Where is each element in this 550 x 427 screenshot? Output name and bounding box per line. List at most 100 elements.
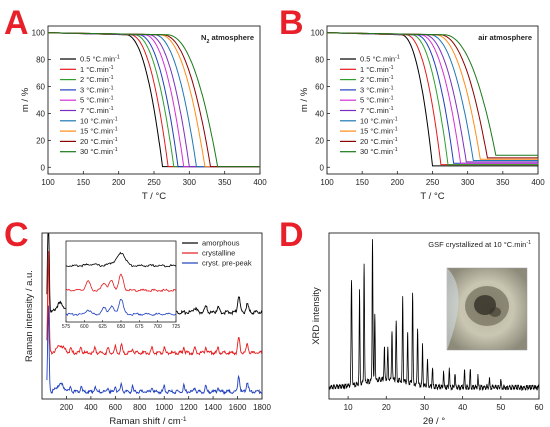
x-tick-label: 200	[391, 178, 405, 187]
x-tick-label: 300	[461, 178, 475, 187]
xrd-pattern	[328, 239, 540, 392]
legend-entry: cryst. pre-peak	[202, 259, 252, 268]
y-tick-label: 40	[315, 109, 324, 118]
x-axis-label: Raman shift / cm-1	[109, 416, 186, 427]
x-tick-label: 150	[77, 178, 91, 187]
x-tick-label: 20	[382, 403, 391, 412]
inset-x-tick-label: 600	[80, 324, 89, 330]
atmosphere-label: N2 atmosphere	[201, 33, 254, 45]
y-tick-label: 0	[320, 163, 325, 172]
x-tick-label: 100	[41, 178, 55, 187]
x-tick-label: 100	[320, 178, 334, 187]
inset-spectrum	[65, 273, 177, 293]
legend-entry: 1 °C.min-1	[360, 65, 394, 74]
panel-letter-a: A	[4, 4, 29, 42]
legend-entry: 30 °C.min-1	[80, 147, 118, 156]
y-tick-label: 60	[36, 83, 45, 92]
inset-frame	[65, 240, 177, 323]
panel-c-raman: 200 400 600 800 1000 1200 1400 1600 1800 Raman sh…	[24, 232, 271, 427]
legend-entry: amorphous	[202, 239, 240, 248]
x-tick-label: 300	[183, 178, 197, 187]
y-tick-label: 60	[315, 83, 324, 92]
legend-entry: 0.5 °C.min-1	[80, 55, 120, 64]
y-tick-label: 20	[315, 136, 324, 145]
tga-curve	[48, 32, 260, 168]
x-axis-label: T / °C	[420, 191, 444, 202]
panel-letter-b: B	[279, 4, 304, 42]
panel-b-tga-air: 100 150 200 250 300 350 400 0 20 40 60 80 100 T / °C m…	[299, 25, 545, 202]
inset-x-tick-label: 700	[153, 324, 162, 330]
x-tick-label: 350	[496, 178, 510, 187]
x-tick-label: 200	[112, 178, 126, 187]
legend-entry: 7 °C.min-1	[360, 106, 394, 115]
legend-entry: 15 °C.min-1	[360, 127, 398, 136]
inset-spectrum	[65, 251, 177, 268]
panel-letter-d: D	[279, 216, 304, 254]
x-tick-label: 1200	[180, 403, 198, 412]
plot-frame	[41, 232, 263, 400]
panel-a-tga-n2: 100 150 200 250 300 350 400 0 20 40 60 80 100 T / °C m…	[20, 25, 267, 202]
legend-entry: 10 °C.min-1	[360, 116, 398, 125]
x-tick-label: 50	[496, 403, 505, 412]
atmosphere-label: air atmosphere	[478, 33, 532, 42]
y-axis-label: XRD intensity	[311, 287, 322, 345]
legend-entry: 20 °C.min-1	[360, 137, 398, 146]
y-tick-label: 80	[315, 56, 324, 65]
x-tick-label: 1600	[229, 403, 247, 412]
y-tick-label: 100	[311, 29, 325, 38]
y-tick-label: 40	[36, 109, 45, 118]
x-tick-label: 30	[420, 403, 429, 412]
y-tick-label: 100	[32, 29, 46, 38]
tga-curve	[327, 32, 538, 156]
x-tick-label: 40	[458, 403, 467, 412]
legend-entry: 30 °C.min-1	[360, 147, 398, 156]
legend-entry: 5 °C.min-1	[360, 96, 394, 105]
inset-x-tick-label: 675	[135, 324, 144, 330]
inset-x-tick-label: 575	[62, 324, 71, 330]
x-tick-label: 250	[426, 178, 440, 187]
x-tick-label: 60	[535, 403, 544, 412]
legend-entry: 1 °C.min-1	[80, 65, 114, 74]
x-tick-label: 400	[253, 178, 267, 187]
inset-x-tick-label: 725	[172, 324, 181, 330]
legend-entry: 3 °C.min-1	[360, 85, 394, 94]
raman-spectrum	[46, 305, 263, 395]
x-tick-label: 400	[531, 178, 545, 187]
x-axis-label: 2θ / °	[423, 416, 445, 427]
panel-letter-c: C	[4, 216, 29, 254]
x-tick-label: 600	[109, 403, 123, 412]
x-tick-label: 250	[147, 178, 161, 187]
x-tick-label: 1800	[253, 403, 271, 412]
legend-entry: 20 °C.min-1	[80, 137, 118, 146]
x-axis-label: T / °C	[142, 191, 166, 202]
legend-entry: 2 °C.min-1	[80, 75, 114, 84]
y-tick-label: 0	[41, 163, 46, 172]
legend-entry: 7 °C.min-1	[80, 106, 114, 115]
x-tick-label: 1000	[155, 403, 173, 412]
micrograph-photo	[446, 267, 528, 351]
legend-entry: 0.5 °C.min-1	[360, 55, 400, 64]
x-tick-label: 10	[344, 403, 353, 412]
x-tick-label: 350	[218, 178, 232, 187]
legend-entry: 10 °C.min-1	[80, 116, 118, 125]
y-axis-label: m / %	[299, 87, 310, 112]
inset-x-tick-label: 625	[98, 324, 107, 330]
inset-x-tick-label: 650	[117, 324, 126, 330]
legend-entry: 5 °C.min-1	[80, 96, 114, 105]
x-tick-label: 200	[60, 403, 74, 412]
x-tick-label: 800	[133, 403, 147, 412]
legend-entry: 2 °C.min-1	[360, 75, 394, 84]
legend-entry: 3 °C.min-1	[80, 85, 114, 94]
y-axis-label: m / %	[20, 87, 31, 112]
panel-d-xrd: 10 20 30 40 50 60 2θ / ° XRD intensity GSF cryst…	[311, 232, 544, 427]
y-tick-label: 20	[36, 136, 45, 145]
x-tick-label: 1400	[204, 403, 222, 412]
raman-spectrum	[46, 250, 263, 356]
y-tick-label: 80	[36, 56, 45, 65]
x-tick-label: 400	[84, 403, 98, 412]
plot-frame	[328, 232, 540, 400]
y-axis-label: Raman intensity / a.u.	[24, 270, 35, 362]
x-tick-label: 150	[355, 178, 369, 187]
